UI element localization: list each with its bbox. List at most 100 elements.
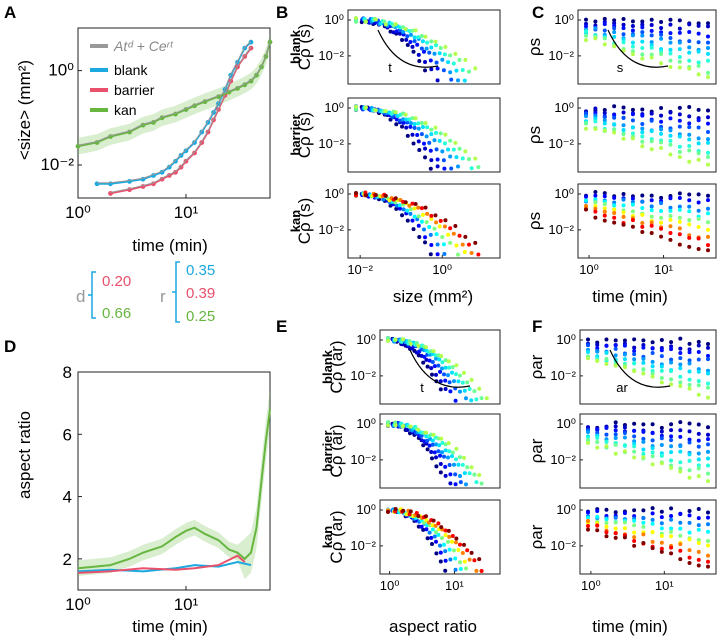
x-tick-label: 10⁰: [579, 262, 599, 277]
panelB-data-point: [422, 49, 426, 54]
panelE-data-point: [446, 441, 451, 446]
panelC-data-point: [706, 211, 710, 216]
panelB-data-point: [354, 104, 358, 109]
panelF-data-point: [706, 449, 710, 454]
panelE-data-point: [453, 398, 458, 403]
panelC-data-point: [668, 51, 673, 56]
y-tick-label: 10⁻²: [550, 452, 576, 467]
panelE-data-point: [443, 549, 448, 554]
panelB-data-point: [448, 240, 453, 245]
panelE-data-point: [430, 542, 434, 547]
panelC-data-point: [640, 139, 645, 144]
panelB-data-point: [423, 68, 428, 73]
panelF-data-point: [613, 520, 618, 525]
panelF-data-point: [641, 360, 646, 365]
panelB-data-point: [434, 130, 439, 135]
panel-d-xlabel: time (min): [132, 617, 208, 636]
panelF-data-point: [659, 509, 664, 514]
panelB-data-point: [404, 117, 409, 122]
panelF-data-point: [632, 361, 637, 366]
panelC-data-point: [659, 201, 664, 206]
panelC-data-point: [677, 18, 682, 23]
panelC-data-point: [602, 191, 607, 196]
panelE-data-point: [479, 568, 484, 573]
panelC-data-point: [630, 118, 635, 123]
panelC-data-point: [659, 131, 664, 136]
panelC-data-point: [659, 52, 664, 57]
panelC-data-point: [621, 22, 626, 27]
panelC-data-point: [668, 138, 673, 143]
panelB-data-point: [413, 28, 418, 33]
panelF-data-point: [586, 356, 590, 361]
panelE-data-point: [456, 462, 461, 467]
panelE-data-point: [462, 455, 466, 460]
r-blank-value: 0.35: [186, 262, 215, 279]
series-line-kan: [77, 41, 271, 148]
panelE-data-point: [427, 443, 432, 448]
panelE-data-point: [405, 428, 410, 433]
panelB-data-point: [410, 201, 415, 206]
panelB-data-point: [419, 132, 424, 137]
panelC-data-point: [706, 130, 710, 135]
panelB-data-point: [412, 35, 417, 40]
panelF-data-point: [687, 530, 692, 535]
panel-label-a: A: [4, 3, 16, 22]
panelF-data-point: [669, 347, 674, 352]
panelB-data-point: [442, 252, 447, 257]
panelB-data-point: [460, 68, 465, 73]
panelE-data-point: [425, 364, 430, 369]
panelC-data-point: [630, 40, 635, 45]
panelF-data-point: [632, 535, 637, 540]
panelF-data-point: [678, 449, 683, 454]
panelF-data-point: [687, 437, 692, 442]
panelF-data-point: [613, 338, 618, 343]
panelB-data-point: [469, 250, 474, 255]
panelB-data-point: [425, 211, 430, 216]
panelE-data-point: [464, 396, 468, 401]
panelF-data-point: [687, 458, 692, 463]
panelC-data-point: [612, 26, 617, 31]
panelE-data-point: [436, 532, 441, 537]
panelB-data-point: [408, 211, 413, 216]
panelB-data-point: [394, 117, 399, 122]
panelE-data-point: [446, 539, 450, 544]
panelF-data-point: [632, 369, 637, 374]
panelF-data-point: [641, 345, 646, 350]
panelC-data-point: [612, 127, 617, 132]
panelB-data-point: [393, 196, 398, 201]
panelF-data-point: [586, 523, 590, 528]
y-tick-label: 10⁻²: [350, 538, 376, 553]
panelF-data-point: [678, 351, 683, 356]
panelC-data-point: [621, 40, 626, 45]
panelF-data-point: [659, 442, 664, 447]
panelC-annotation-label: s: [617, 60, 624, 75]
panelB-data-point: [373, 193, 378, 198]
panelB-data-point: [408, 39, 413, 44]
panelF-data-point: [678, 444, 683, 449]
panelB-data-point: [469, 166, 474, 171]
panelB-data-point: [466, 242, 471, 247]
panelE-data-point: [401, 337, 406, 342]
panelC-data-point: [668, 31, 673, 36]
panelB-data-point: [463, 234, 468, 239]
panel-label-d: D: [4, 337, 16, 356]
row-label-barrier: barrier: [288, 114, 303, 155]
panelB-data-point: [429, 213, 434, 218]
panelB-data-point: [425, 125, 430, 130]
panelF-data-point: [586, 527, 590, 532]
panelF-data-point: [650, 506, 655, 511]
panelF-data-point: [613, 531, 618, 536]
panelF-data-point: [641, 532, 646, 537]
panelC-data-point: [696, 247, 701, 252]
panelF-data-point: [696, 506, 701, 511]
panelB-data-point: [456, 78, 460, 83]
panelB-data-point: [408, 121, 413, 126]
panelE-data-point: [424, 518, 429, 523]
panelC-data-point: [668, 237, 673, 242]
panelE-data-point: [443, 558, 448, 563]
panelB-annotation-label: t: [388, 60, 392, 75]
panelC-data-point: [706, 234, 710, 239]
panelE-ylabel: Cρ (ar): [327, 424, 346, 477]
panelC-data-point: [668, 152, 673, 157]
panelC-data-point: [584, 24, 588, 29]
